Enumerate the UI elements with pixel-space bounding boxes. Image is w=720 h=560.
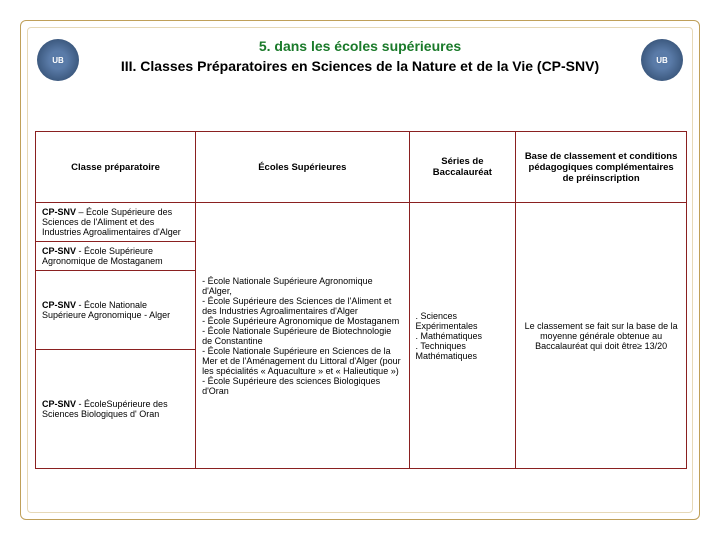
cell-classe-1: CP-SNV – École Supérieure des Sciences d… [36,203,196,242]
cell-classe-3: CP-SNV - École Nationale Supérieure Agro… [36,271,196,350]
header-ecoles: Écoles Supérieures [196,132,409,203]
table-header-row: Classe préparatoire Écoles Supérieures S… [36,132,687,203]
cell-series: . Sciences Expérimentales . Mathématique… [409,203,516,469]
cell-ecoles: - École Nationale Supérieure Agronomique… [196,203,409,469]
cell-classe-2: CP-SNV - École Supérieure Agronomique de… [36,242,196,271]
logo-text: UB [656,56,668,65]
main-table: Classe préparatoire Écoles Supérieures S… [35,131,687,469]
logo-right: UB [641,39,683,81]
header-classe: Classe préparatoire [36,132,196,203]
cell-classe-4: CP-SNV - ÉcoleSupérieure des Sciences Bi… [36,350,196,469]
cell-base: Le classement se fait sur la base de la … [516,203,687,469]
logo-left: UB [37,39,79,81]
heading-line2: III. Classes Préparatoires en Sciences d… [21,57,699,75]
header-series: Séries de Baccalauréat [409,132,516,203]
row-bold: CP-SNV [42,300,76,310]
row-bold: CP-SNV [42,399,76,409]
logo-text: UB [52,56,64,65]
header-base: Base de classement et conditions pédagog… [516,132,687,203]
heading-line1: 5. dans les écoles supérieures [21,37,699,55]
row-bold: CP-SNV [42,246,76,256]
heading-block: 5. dans les écoles supérieures III. Clas… [21,21,699,75]
slide-frame: UB UB 5. dans les écoles supérieures III… [20,20,700,520]
row-bold: CP-SNV [42,207,76,217]
table-row: CP-SNV – École Supérieure des Sciences d… [36,203,687,242]
